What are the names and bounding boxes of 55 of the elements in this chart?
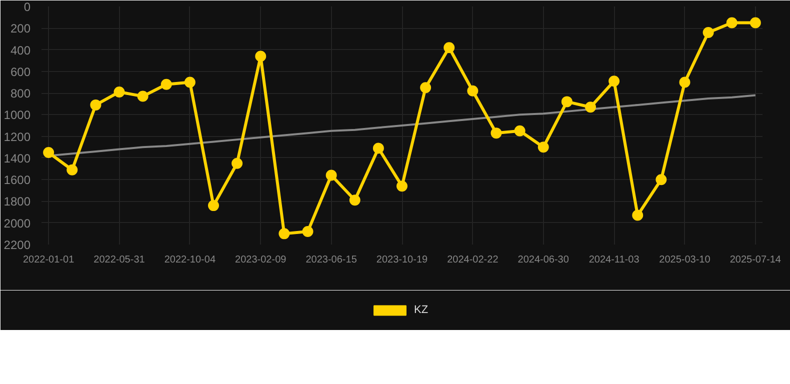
point: [467, 85, 478, 96]
x-tick-label: 2024-11-03: [588, 254, 640, 266]
point: [208, 200, 220, 212]
x-tick-label: 2023-10-19: [376, 254, 428, 266]
point: [372, 142, 384, 154]
y-tick-label: 1800: [4, 194, 31, 209]
point: [632, 210, 644, 221]
point: [137, 90, 148, 102]
y-tick-label: 2200: [4, 238, 31, 252]
y-tick-label: 0: [24, 0, 31, 14]
y-tick-label: 2000: [4, 216, 31, 230]
point: [232, 158, 243, 169]
point: [679, 76, 690, 88]
y-tick-label: 1400: [4, 151, 31, 166]
x-tick-label: 2025-07-14: [730, 254, 782, 266]
point: [584, 102, 596, 113]
y-tick-label: 1600: [4, 173, 31, 188]
point: [702, 26, 714, 38]
x-tick-label: 2022-05-31: [94, 254, 146, 266]
point: [326, 170, 337, 181]
point: [726, 17, 738, 28]
x-tick-label: 2023-02-09: [235, 254, 287, 266]
point: [444, 42, 455, 54]
y-tick-label: 400: [10, 43, 31, 58]
point: [114, 86, 125, 98]
point: [302, 226, 314, 238]
point: [66, 164, 78, 176]
x-tick-label: 2024-06-30: [518, 254, 570, 266]
point: [750, 17, 761, 28]
point: [396, 180, 408, 192]
legend-label: KZ: [414, 304, 430, 316]
point: [278, 228, 290, 240]
point: [656, 174, 667, 186]
y-tick-label: 800: [10, 86, 31, 101]
x-tick-label: 2022-01-01: [22, 254, 75, 266]
x-tick-label: 2024-02-22: [447, 254, 499, 266]
point: [608, 76, 620, 87]
point: [420, 82, 432, 94]
y-tick-label: 1200: [4, 130, 31, 144]
point: [160, 78, 172, 90]
point: [184, 76, 196, 88]
point: [90, 99, 102, 110]
x-tick-label: 2022-10-04: [164, 254, 216, 266]
point: [490, 128, 502, 139]
point: [255, 50, 266, 62]
point: [43, 147, 54, 158]
x-tick-label: 2025-03-10: [659, 254, 711, 266]
point: [538, 142, 549, 153]
y-tick-label: 200: [10, 22, 31, 36]
point: [349, 194, 360, 206]
y-tick-label: 600: [10, 64, 31, 79]
x-tick-label: 2023-06-15: [306, 254, 358, 266]
point: [561, 96, 572, 108]
point: [514, 125, 526, 136]
y-tick-label: 1000: [4, 108, 31, 122]
